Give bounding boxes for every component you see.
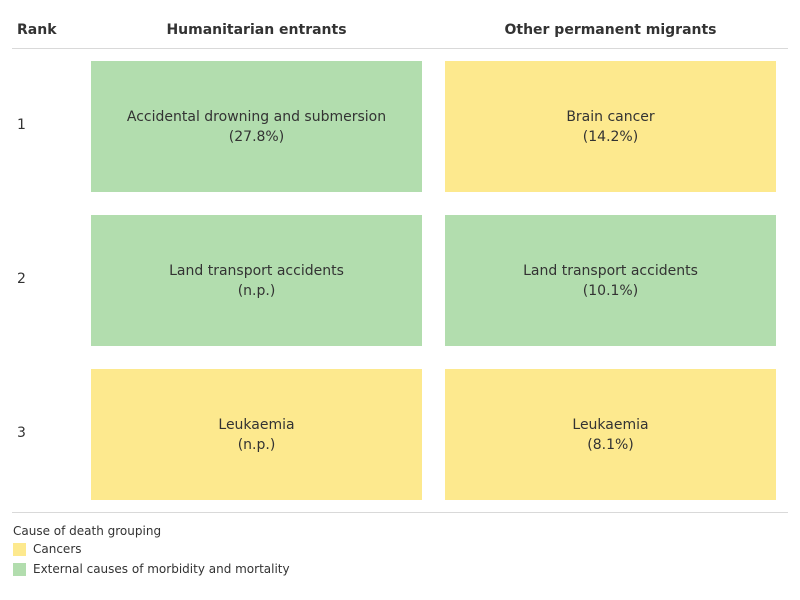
cause-name: Leukaemia bbox=[572, 416, 649, 433]
cause-cell: Accidental drowning and submersion (27.8… bbox=[91, 61, 422, 192]
legend-divider bbox=[12, 512, 788, 513]
legend-label: External causes of morbidity and mortali… bbox=[33, 562, 290, 576]
cause-percent: (27.8%) bbox=[228, 128, 285, 145]
cause-name: Accidental drowning and submersion bbox=[126, 108, 387, 125]
cause-cell: Land transport accidents (10.1%) bbox=[445, 215, 776, 346]
cause-percent: (8.1%) bbox=[587, 436, 634, 453]
legend-swatch-cancers bbox=[13, 542, 26, 556]
rank-label: 2 bbox=[17, 271, 26, 287]
cause-percent: (10.1%) bbox=[582, 282, 639, 299]
cause-name: Leukaemia bbox=[218, 416, 295, 433]
header-divider bbox=[12, 48, 788, 49]
column-header-humanitarian: Humanitarian entrants bbox=[166, 22, 347, 38]
cause-cell: Brain cancer (14.2%) bbox=[445, 61, 776, 192]
cause-cell: Leukaemia (n.p.) bbox=[91, 369, 422, 500]
column-header-other-permanent: Other permanent migrants bbox=[504, 22, 717, 38]
cause-cell: Land transport accidents (n.p.) bbox=[91, 215, 422, 346]
cause-percent: (14.2%) bbox=[582, 128, 639, 145]
legend-item-external: External causes of morbidity and mortali… bbox=[13, 562, 290, 576]
cause-percent: (n.p.) bbox=[237, 436, 276, 453]
cause-cell: Leukaemia (8.1%) bbox=[445, 369, 776, 500]
legend-label: Cancers bbox=[33, 542, 82, 556]
legend-title: Cause of death grouping bbox=[13, 524, 162, 538]
cause-name: Land transport accidents bbox=[523, 262, 698, 279]
rank-label: 1 bbox=[17, 117, 26, 133]
cause-name: Brain cancer bbox=[566, 108, 655, 125]
legend-swatch-external bbox=[13, 562, 26, 576]
cause-percent: (n.p.) bbox=[237, 282, 276, 299]
rank-label: 3 bbox=[17, 425, 26, 441]
rank-header: Rank bbox=[17, 22, 57, 38]
legend-item-cancers: Cancers bbox=[13, 542, 82, 556]
cause-name: Land transport accidents bbox=[169, 262, 344, 279]
